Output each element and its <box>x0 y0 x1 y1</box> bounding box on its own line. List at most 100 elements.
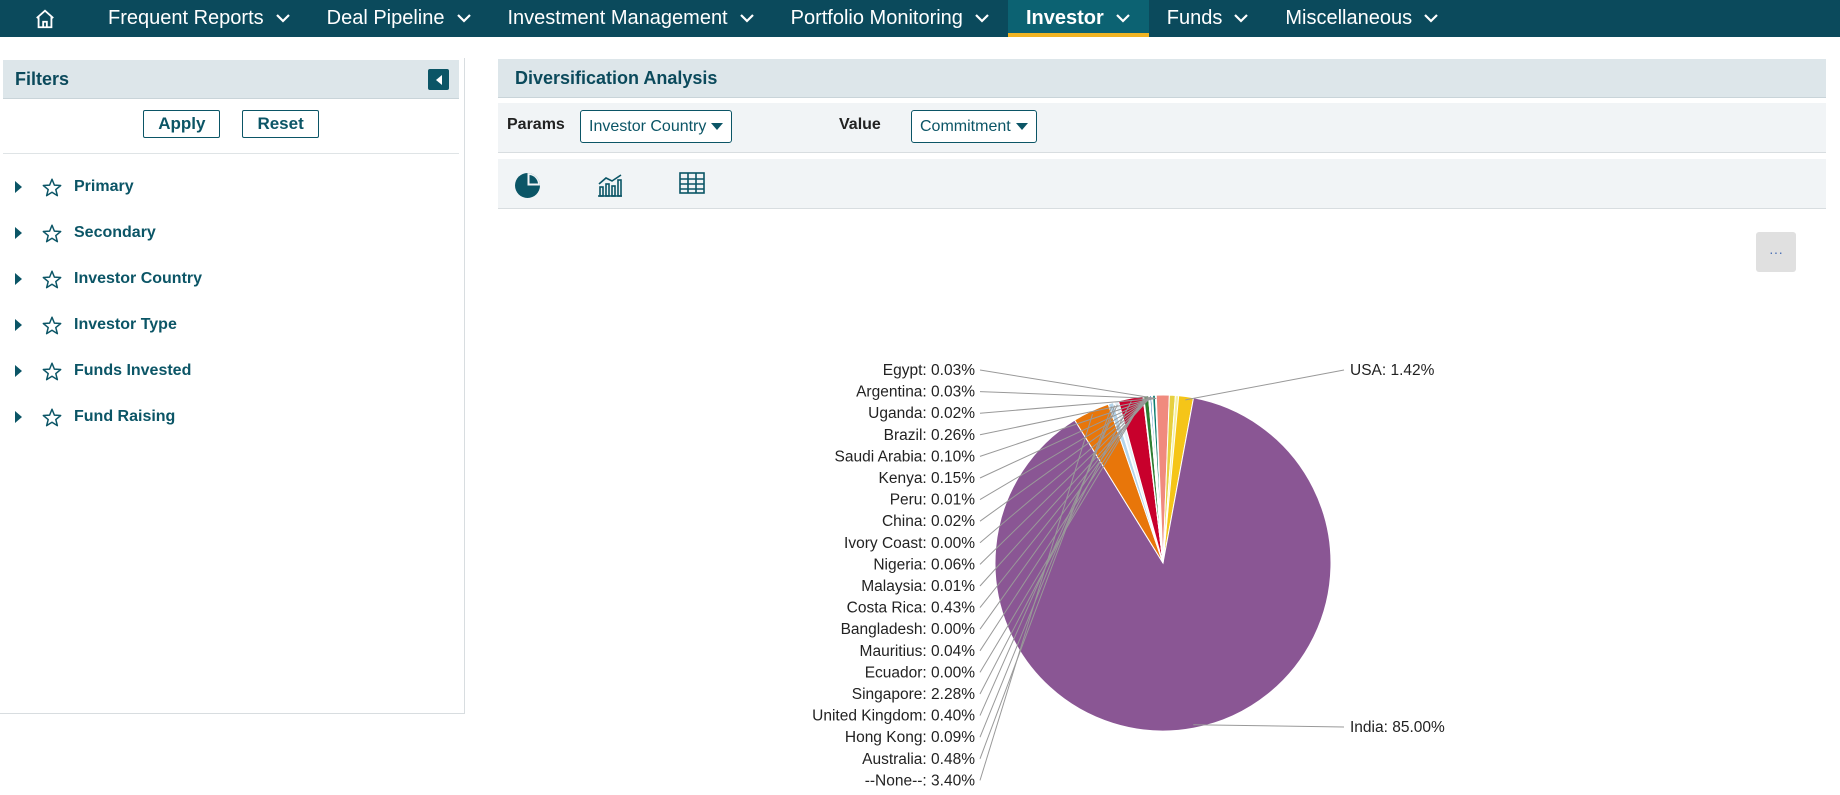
nav-item-label: Portfolio Monitoring <box>790 7 963 29</box>
slice-label: USA: 1.42% <box>1350 362 1435 379</box>
pie-slice-other[interactable] <box>1162 394 1180 564</box>
pie-slice-malaysia[interactable] <box>1147 395 1164 564</box>
chart-menu-button[interactable]: ··· <box>1756 232 1796 272</box>
expand-arrow-icon[interactable] <box>14 410 24 424</box>
filter-item-fund-raising[interactable]: Fund Raising <box>0 394 460 440</box>
analysis-header: Diversification Analysis <box>498 59 1826 98</box>
filter-list: Primary Secondary Investor Country Investor… <box>0 164 460 440</box>
star-icon[interactable] <box>42 361 62 381</box>
leader-line <box>979 399 1145 652</box>
leader-line <box>979 398 1151 501</box>
pie-slice--none-[interactable] <box>1074 403 1164 564</box>
expand-arrow-icon[interactable] <box>14 318 24 332</box>
nav-item-frequent-reports[interactable]: Frequent Reports <box>90 0 309 37</box>
chevron-down-icon <box>1115 14 1130 23</box>
apply-button[interactable]: Apply <box>143 110 221 138</box>
pie-slice-ecuador[interactable] <box>1142 395 1164 564</box>
caret-down-icon <box>711 122 724 131</box>
filter-actions: Apply Reset <box>3 108 459 154</box>
filter-item-secondary[interactable]: Secondary <box>0 210 460 256</box>
expand-arrow-icon[interactable] <box>14 180 24 194</box>
leader-line <box>979 414 1093 781</box>
leader-line <box>979 369 1157 399</box>
filters-panel: Filters Apply Reset Primary Secondary Inve… <box>0 58 465 714</box>
pie-slice-saudi-arabia[interactable] <box>1150 394 1164 564</box>
pie-slice-brazil[interactable] <box>1151 394 1164 564</box>
analysis-panel: Diversification Analysis Params Investor… <box>498 59 1826 209</box>
pie-slice-uganda[interactable] <box>1154 394 1164 564</box>
pie-slice-nigeria[interactable] <box>1148 395 1164 564</box>
filter-item-label: Funds Invested <box>74 362 192 379</box>
pie-chart-icon[interactable] <box>514 172 541 199</box>
pie-slice-singapore[interactable] <box>1117 395 1164 564</box>
collapse-panel-button[interactable] <box>428 69 449 90</box>
star-icon[interactable] <box>42 407 62 427</box>
table-icon[interactable] <box>679 172 705 194</box>
nav-item-deal-pipeline[interactable]: Deal Pipeline <box>309 0 490 37</box>
pie-slice-india[interactable] <box>994 397 1332 732</box>
pie-slice-hong-kong[interactable] <box>1112 401 1164 564</box>
filter-item-funds-invested[interactable]: Funds Invested <box>0 348 460 394</box>
nav-item-funds[interactable]: Funds <box>1149 0 1268 37</box>
nav-item-investor[interactable]: Investor <box>1007 0 1149 37</box>
star-icon[interactable] <box>42 315 62 335</box>
chevron-down-icon <box>456 14 471 23</box>
line-bar-chart-icon[interactable] <box>596 172 624 198</box>
filter-item-label: Secondary <box>74 224 156 241</box>
nav-item-investment-management[interactable]: Investment Management <box>490 0 773 37</box>
pie-slice-peru[interactable] <box>1149 394 1164 564</box>
pie-slice-other[interactable] <box>1162 394 1176 564</box>
leader-line <box>979 406 1113 759</box>
leader-line <box>979 399 1145 630</box>
slice-label: Saudi Arabia: 0.10% <box>835 448 976 465</box>
pie-slice-egypt[interactable] <box>1155 394 1164 564</box>
pie-slice-other[interactable] <box>1155 394 1170 564</box>
filter-item-label: Primary <box>74 178 134 195</box>
reset-button[interactable]: Reset <box>242 110 319 138</box>
pie-slice-costa-rica[interactable] <box>1143 395 1164 564</box>
slice-label: Costa Rica: 0.43% <box>847 600 976 617</box>
pie-slice-united-kingdom[interactable] <box>1113 400 1164 564</box>
chevron-down-icon <box>1424 14 1438 23</box>
pie-slice-kenya[interactable] <box>1149 394 1164 564</box>
leader-line <box>979 399 1144 673</box>
chevron-down-icon <box>275 14 290 23</box>
leader-line <box>979 398 1152 479</box>
nav-item-label: Deal Pipeline <box>326 7 445 29</box>
top-nav: Frequent Reports Deal Pipeline Investment … <box>0 0 1840 37</box>
nav-item-miscellaneous[interactable]: Miscellaneous <box>1267 0 1457 37</box>
slice-label: Ecuador: 0.00% <box>865 664 976 681</box>
filter-item-primary[interactable]: Primary <box>0 164 460 210</box>
expand-arrow-icon[interactable] <box>14 272 24 286</box>
slice-label: Peru: 0.01% <box>890 492 976 509</box>
pie-slice-usa[interactable] <box>1162 395 1195 564</box>
caret-left-icon <box>435 74 442 85</box>
slice-label: Nigeria: 0.06% <box>873 556 975 573</box>
filter-item-investor-country[interactable]: Investor Country <box>0 256 460 302</box>
pie-slice-china[interactable] <box>1148 394 1164 564</box>
pie-slice-ivory-coast[interactable] <box>1148 395 1164 564</box>
pie-slice-bangladesh[interactable] <box>1143 395 1164 564</box>
pie-slice-argentina[interactable] <box>1155 394 1164 564</box>
leader-line <box>979 398 1150 565</box>
expand-arrow-icon[interactable] <box>14 364 24 378</box>
star-icon[interactable] <box>42 269 62 289</box>
caret-down-icon <box>1015 122 1028 131</box>
pie-slice-australia[interactable] <box>1107 401 1164 564</box>
chevron-down-icon <box>1234 14 1249 23</box>
nav-item-label: Investor <box>1025 7 1104 29</box>
leader-line <box>1185 369 1345 401</box>
nav-item-label: Miscellaneous <box>1285 7 1413 29</box>
value-dropdown[interactable]: Commitment <box>911 110 1037 143</box>
home-icon[interactable] <box>0 0 90 37</box>
params-dropdown[interactable]: Investor Country <box>580 110 733 143</box>
nav-item-portfolio-monitoring[interactable]: Portfolio Monitoring <box>773 0 1008 37</box>
pie-slice-mauritius[interactable] <box>1142 395 1164 564</box>
star-icon[interactable] <box>42 177 62 197</box>
star-icon[interactable] <box>42 223 62 243</box>
filter-item-investor-type[interactable]: Investor Type <box>0 302 460 348</box>
slice-label: United Kingdom: 0.40% <box>812 708 975 725</box>
nav-item-label: Investment Management <box>507 7 728 29</box>
expand-arrow-icon[interactable] <box>14 226 24 240</box>
leader-line <box>979 398 1150 587</box>
